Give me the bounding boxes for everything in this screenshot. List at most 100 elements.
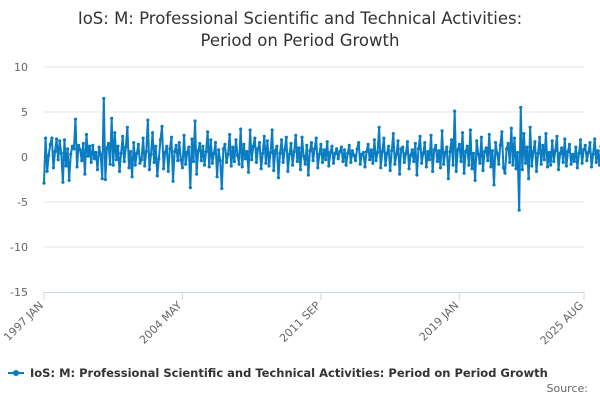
data-point[interactable]: [130, 175, 134, 179]
data-point[interactable]: [567, 142, 572, 146]
data-point[interactable]: [424, 165, 428, 169]
data-point[interactable]: [582, 148, 586, 152]
data-point[interactable]: [528, 125, 532, 129]
data-point[interactable]: [305, 143, 309, 147]
data-point[interactable]: [333, 151, 337, 155]
data-point[interactable]: [451, 163, 455, 167]
data-point[interactable]: [281, 160, 285, 164]
data-point[interactable]: [157, 157, 161, 161]
data-point[interactable]: [503, 171, 507, 175]
data-point[interactable]: [117, 169, 122, 173]
data-point[interactable]: [309, 141, 314, 145]
data-point[interactable]: [473, 178, 477, 182]
data-point[interactable]: [212, 151, 216, 155]
data-point[interactable]: [368, 158, 372, 162]
data-point[interactable]: [102, 96, 106, 101]
data-point[interactable]: [69, 152, 73, 156]
data-point[interactable]: [572, 159, 576, 164]
data-point[interactable]: [495, 151, 499, 155]
data-point[interactable]: [438, 166, 443, 170]
data-point[interactable]: [493, 141, 498, 145]
data-point[interactable]: [393, 162, 397, 166]
data-point[interactable]: [577, 151, 581, 155]
data-point[interactable]: [45, 169, 49, 173]
data-point[interactable]: [135, 151, 139, 155]
data-point[interactable]: [361, 150, 366, 155]
data-point[interactable]: [506, 141, 510, 146]
data-point[interactable]: [437, 149, 441, 153]
data-point[interactable]: [116, 144, 120, 148]
data-point[interactable]: [146, 118, 150, 122]
data-point[interactable]: [180, 166, 185, 170]
data-point[interactable]: [272, 168, 276, 173]
data-point[interactable]: [158, 138, 163, 142]
data-point[interactable]: [289, 141, 293, 146]
data-point[interactable]: [440, 129, 444, 133]
data-point[interactable]: [50, 136, 54, 140]
data-point[interactable]: [527, 177, 531, 181]
data-point[interactable]: [201, 144, 205, 148]
data-point[interactable]: [160, 124, 164, 128]
data-point[interactable]: [405, 140, 410, 144]
data-point[interactable]: [99, 152, 103, 156]
data-point[interactable]: [486, 159, 490, 163]
data-point[interactable]: [163, 150, 167, 155]
data-point[interactable]: [549, 163, 553, 167]
data-point[interactable]: [342, 148, 347, 152]
data-point[interactable]: [300, 135, 304, 139]
data-point[interactable]: [563, 137, 567, 141]
data-point[interactable]: [564, 164, 568, 168]
data-point[interactable]: [462, 171, 466, 175]
data-point[interactable]: [442, 162, 446, 166]
data-point[interactable]: [382, 136, 386, 140]
data-point[interactable]: [174, 143, 178, 147]
data-point[interactable]: [298, 168, 303, 172]
data-point[interactable]: [418, 134, 422, 138]
data-point[interactable]: [270, 128, 274, 132]
data-point[interactable]: [586, 150, 591, 155]
data-point[interactable]: [482, 150, 487, 154]
data-point[interactable]: [253, 136, 257, 140]
data-point[interactable]: [481, 168, 485, 173]
data-point[interactable]: [239, 127, 243, 131]
data-point[interactable]: [275, 144, 279, 148]
data-point[interactable]: [566, 150, 570, 154]
data-point[interactable]: [311, 159, 315, 163]
data-point[interactable]: [534, 169, 539, 173]
data-point[interactable]: [316, 166, 320, 170]
data-point[interactable]: [346, 151, 350, 155]
data-point[interactable]: [155, 174, 159, 178]
data-point[interactable]: [363, 165, 367, 169]
data-point[interactable]: [94, 150, 98, 155]
data-point[interactable]: [106, 141, 111, 146]
data-point[interactable]: [520, 168, 524, 172]
data-point[interactable]: [426, 150, 430, 154]
data-point[interactable]: [122, 159, 126, 164]
data-point[interactable]: [519, 105, 523, 110]
data-point[interactable]: [355, 147, 359, 151]
data-point[interactable]: [553, 149, 557, 153]
data-point[interactable]: [591, 152, 595, 156]
data-point[interactable]: [308, 149, 312, 153]
data-point[interactable]: [67, 178, 71, 182]
data-point[interactable]: [95, 168, 100, 172]
data-point[interactable]: [149, 152, 153, 156]
legend[interactable]: IoS: M: Professional Scientific and Tech…: [8, 364, 594, 382]
data-point[interactable]: [62, 138, 67, 142]
data-point[interactable]: [150, 131, 155, 135]
data-point[interactable]: [191, 159, 196, 164]
data-point[interactable]: [459, 159, 463, 164]
data-point[interactable]: [83, 172, 87, 176]
data-point[interactable]: [446, 177, 450, 181]
data-point[interactable]: [217, 148, 221, 152]
data-point[interactable]: [207, 165, 211, 169]
data-point[interactable]: [110, 116, 114, 120]
data-point[interactable]: [75, 165, 79, 169]
data-point[interactable]: [314, 136, 318, 140]
data-point[interactable]: [72, 147, 76, 151]
data-point[interactable]: [322, 148, 326, 152]
data-point[interactable]: [454, 169, 458, 173]
data-point[interactable]: [500, 130, 504, 134]
data-point[interactable]: [390, 149, 394, 153]
data-point[interactable]: [128, 150, 133, 154]
